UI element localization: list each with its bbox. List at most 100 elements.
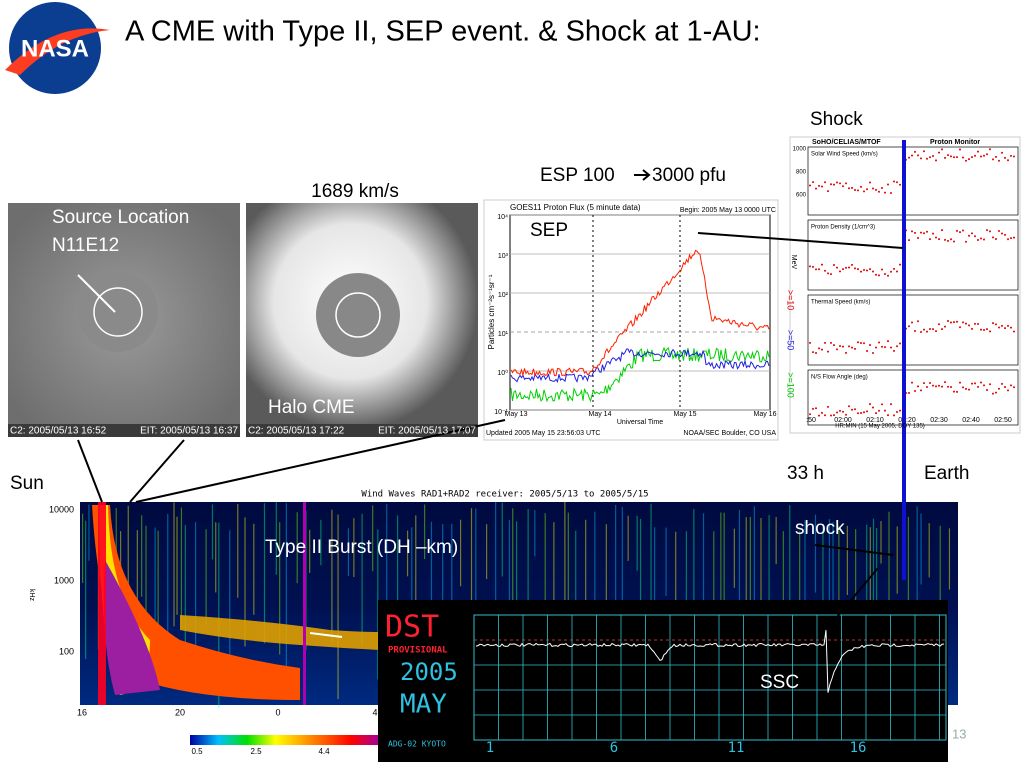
pm-dot	[1001, 151, 1003, 154]
burst-streak	[205, 529, 207, 626]
pm-dot	[848, 187, 850, 190]
pm-dot	[899, 263, 901, 266]
pm-panel	[807, 369, 1019, 426]
ylabel: Particles cm⁻²s⁻¹sr⁻¹	[487, 274, 496, 349]
pm-dot	[839, 345, 841, 348]
caption-strip	[8, 424, 240, 437]
pm-panel-label: Solar Wind Speed (km/s)	[811, 152, 878, 158]
pm-dot	[809, 265, 811, 268]
waves-y-tick: 10000	[49, 504, 74, 514]
pm-dot	[965, 387, 967, 390]
pm-dot	[992, 322, 994, 325]
pm-dot	[947, 385, 949, 388]
burst-streak	[720, 512, 722, 600]
pm-dot	[860, 342, 862, 345]
pm-panel-label: Proton Density (1/cm^3)	[811, 225, 875, 231]
pm-dot	[896, 411, 898, 414]
pm-dot	[944, 156, 946, 159]
pm-dot	[896, 345, 898, 348]
pm-dot	[992, 158, 994, 161]
pm-dot	[821, 411, 823, 414]
burst-streak	[733, 528, 735, 588]
pm-dot	[971, 382, 973, 385]
pm-dot	[836, 348, 838, 351]
caption-strip	[246, 424, 478, 437]
pm-dot	[1007, 238, 1009, 241]
pm-dot	[842, 185, 844, 188]
pm-dot	[974, 322, 976, 325]
pm-dot	[881, 268, 883, 271]
pm-dot	[848, 266, 850, 269]
burst-streak	[749, 516, 751, 671]
pm-dot	[908, 325, 910, 328]
dst-trace	[475, 629, 945, 693]
burst-streak	[120, 531, 122, 595]
pm-dot	[875, 346, 877, 349]
label: 10³	[498, 253, 509, 260]
header-right: Proton Monitor	[930, 139, 980, 146]
waves-y-tick: 100	[59, 646, 74, 656]
burst-streak	[415, 515, 417, 668]
pm-dot	[836, 181, 838, 184]
pm-dot	[914, 329, 916, 332]
pm-dot	[980, 237, 982, 240]
burst-streak	[386, 504, 388, 636]
pm-dot	[827, 405, 829, 408]
subtitle: PROVISIONAL	[388, 646, 448, 656]
pm-x-tick: 02:30	[930, 417, 948, 424]
title: GOES11 Proton Flux (5 minute data)	[510, 203, 641, 212]
updated: Updated 2005 May 15 23:56:03 UTC	[486, 430, 600, 437]
pm-dot	[887, 274, 889, 277]
pm-dot	[812, 265, 814, 268]
source: NOAA/SEC Boulder, CO USA	[683, 430, 776, 437]
pm-dot	[923, 328, 925, 331]
pm-dot	[836, 411, 838, 414]
pm-dot	[866, 410, 868, 413]
pm-dot	[815, 187, 817, 190]
pm-dot	[1001, 232, 1003, 235]
dst-panel	[378, 600, 948, 762]
pm-dot	[854, 408, 856, 411]
pm-dot	[824, 341, 826, 344]
pm-dot	[932, 384, 934, 387]
label: 6	[610, 740, 618, 756]
burst-streak	[693, 508, 695, 625]
label: 10¹	[498, 331, 509, 338]
pm-dot	[857, 412, 859, 415]
burst-streak	[176, 516, 178, 615]
pm-dot	[1010, 154, 1012, 157]
pm-dot	[845, 266, 847, 269]
burst-streak	[869, 527, 871, 668]
pm-dot	[887, 340, 889, 343]
pm-x-tick: 02:10	[866, 417, 884, 424]
pm-dot	[980, 155, 982, 158]
label: 10⁻¹	[494, 409, 508, 416]
pm-dot	[878, 274, 880, 277]
pm-dot	[956, 390, 958, 393]
pm-dot	[956, 156, 958, 159]
shock-low: shock	[795, 518, 845, 539]
pm-dot	[983, 329, 985, 332]
pm-dot	[977, 322, 979, 325]
pm-dot	[953, 240, 955, 243]
pm-dot	[986, 153, 988, 156]
label: 10²	[498, 292, 509, 299]
burst-streak	[229, 530, 231, 681]
burst-streak	[253, 523, 255, 615]
pm-dot	[845, 413, 847, 416]
pm-dot	[815, 268, 817, 271]
pm-dot	[893, 180, 895, 183]
pm-dot	[950, 321, 952, 324]
pm-panel	[807, 294, 1019, 366]
colorbar-label: 0.5	[191, 747, 203, 756]
sep: SEP	[530, 220, 568, 241]
pm-dot	[923, 150, 925, 153]
burst-streak	[685, 531, 687, 634]
label: >=100	[786, 372, 796, 398]
pm-dot	[995, 237, 997, 240]
pm-x-tick: 02:50	[994, 417, 1012, 424]
pm-dot	[947, 154, 949, 157]
pm-dot	[854, 267, 856, 270]
pm-dot	[896, 270, 898, 273]
pm-dot	[869, 344, 871, 347]
